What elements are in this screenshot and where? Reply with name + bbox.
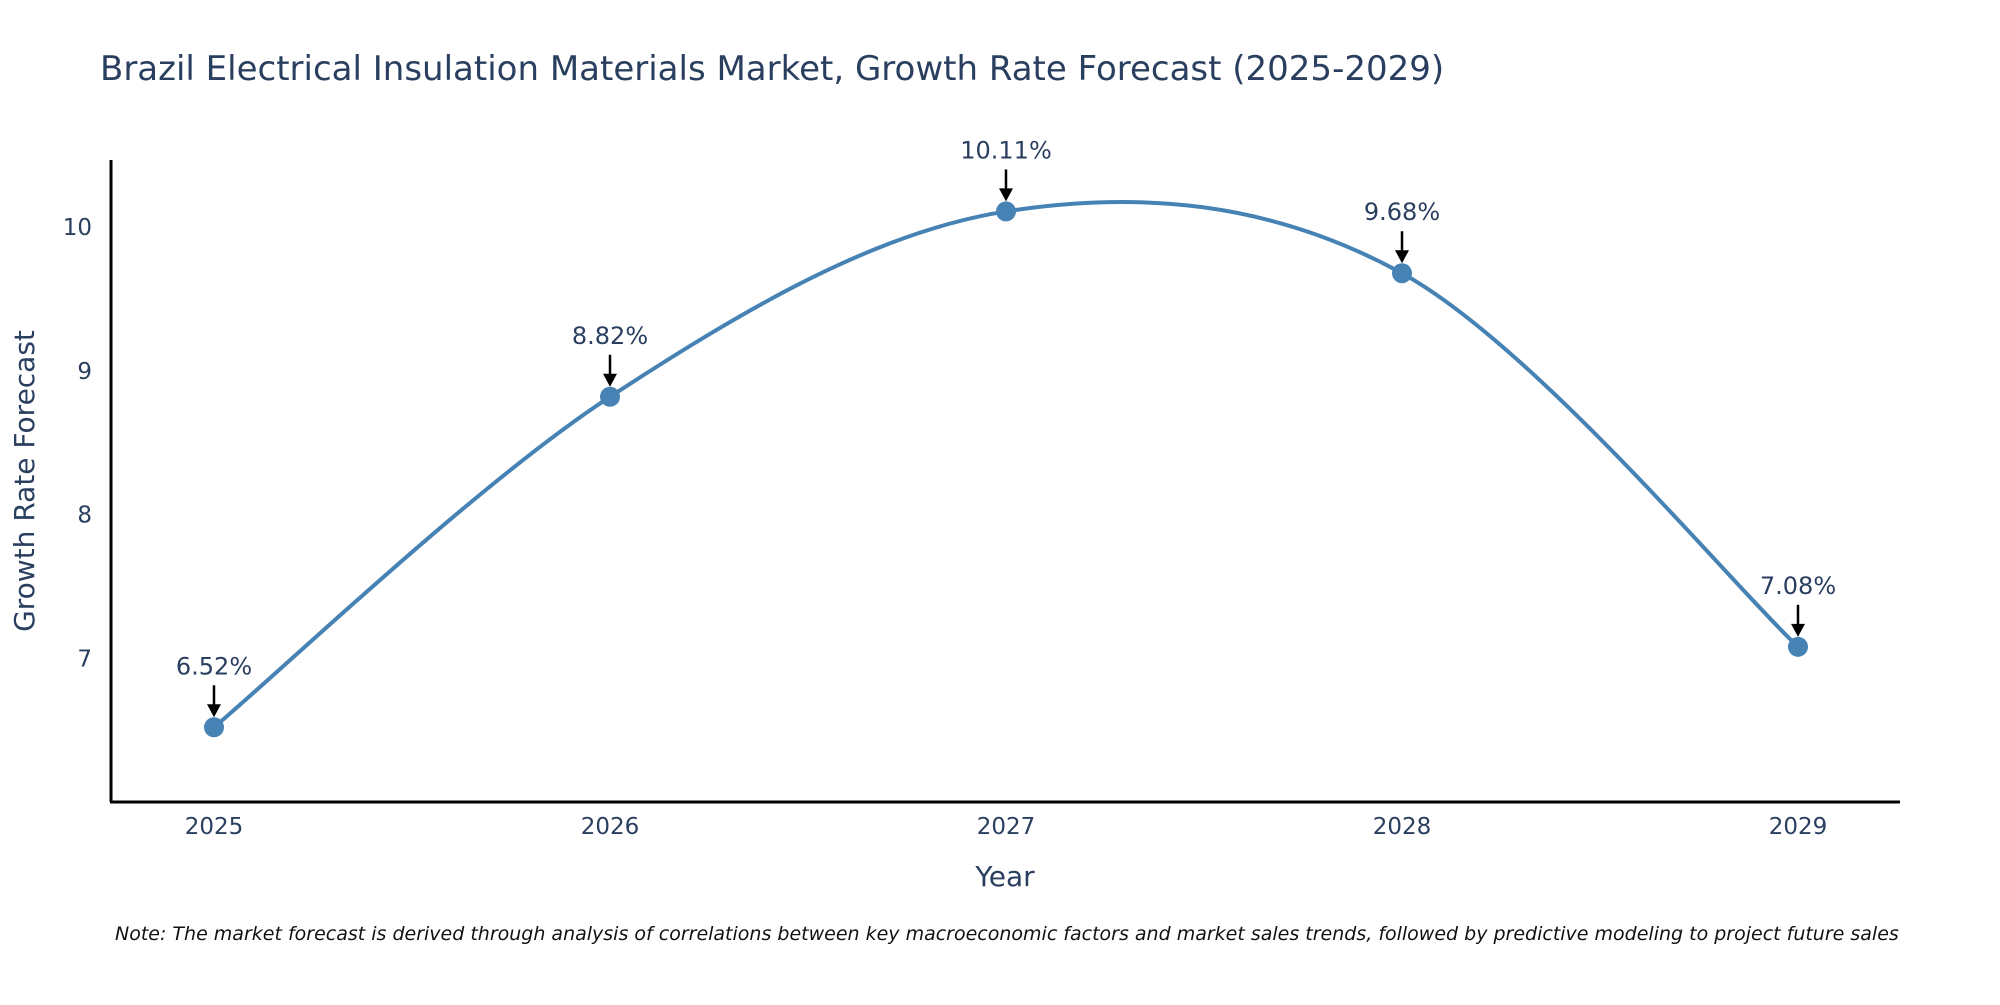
chart-title: Brazil Electrical Insulation Materials M… — [100, 49, 1444, 89]
annotation-arrow-head — [603, 373, 617, 387]
x-tick-label: 2027 — [977, 814, 1036, 840]
data-point-marker — [1392, 263, 1412, 284]
data-point-marker — [204, 717, 224, 738]
annotation-arrow-head — [999, 188, 1013, 202]
data-point-marker — [1788, 636, 1808, 657]
x-axis-ticks: 2025 2026 2027 2028 2029 — [185, 814, 1828, 840]
x-tick-label: 2026 — [581, 814, 640, 840]
data-markers — [204, 201, 1808, 738]
data-label: 7.08% — [1760, 572, 1836, 600]
data-annotations: 6.52% 8.82% 10.11% 9.68% 7.08% — [176, 136, 1836, 718]
y-tick-label: 9 — [77, 359, 92, 385]
x-axis-title: Year — [974, 860, 1035, 893]
y-tick-label: 7 — [77, 646, 92, 672]
forecast-note: Note: The market forecast is derived thr… — [115, 923, 1899, 945]
data-point-marker — [996, 201, 1016, 222]
data-label: 8.82% — [572, 322, 648, 350]
y-axis-ticks: 7 8 9 10 — [63, 215, 92, 672]
x-tick-label: 2029 — [1769, 814, 1828, 840]
x-tick-label: 2028 — [1373, 814, 1432, 840]
y-axis-title: Growth Rate Forecast — [8, 330, 41, 632]
growth-rate-line — [212, 199, 1800, 730]
y-tick-label: 8 — [77, 503, 92, 529]
y-tick-label: 10 — [63, 215, 92, 241]
data-label: 6.52% — [176, 652, 252, 680]
annotation-arrow-head — [1791, 623, 1805, 637]
data-point-marker — [600, 386, 620, 407]
data-label: 10.11% — [960, 136, 1052, 164]
annotation-arrow-head — [1395, 250, 1409, 264]
annotation-arrow-head — [207, 704, 221, 718]
axes — [109, 160, 1900, 804]
x-tick-label: 2025 — [185, 814, 244, 840]
data-label: 9.68% — [1364, 198, 1440, 226]
